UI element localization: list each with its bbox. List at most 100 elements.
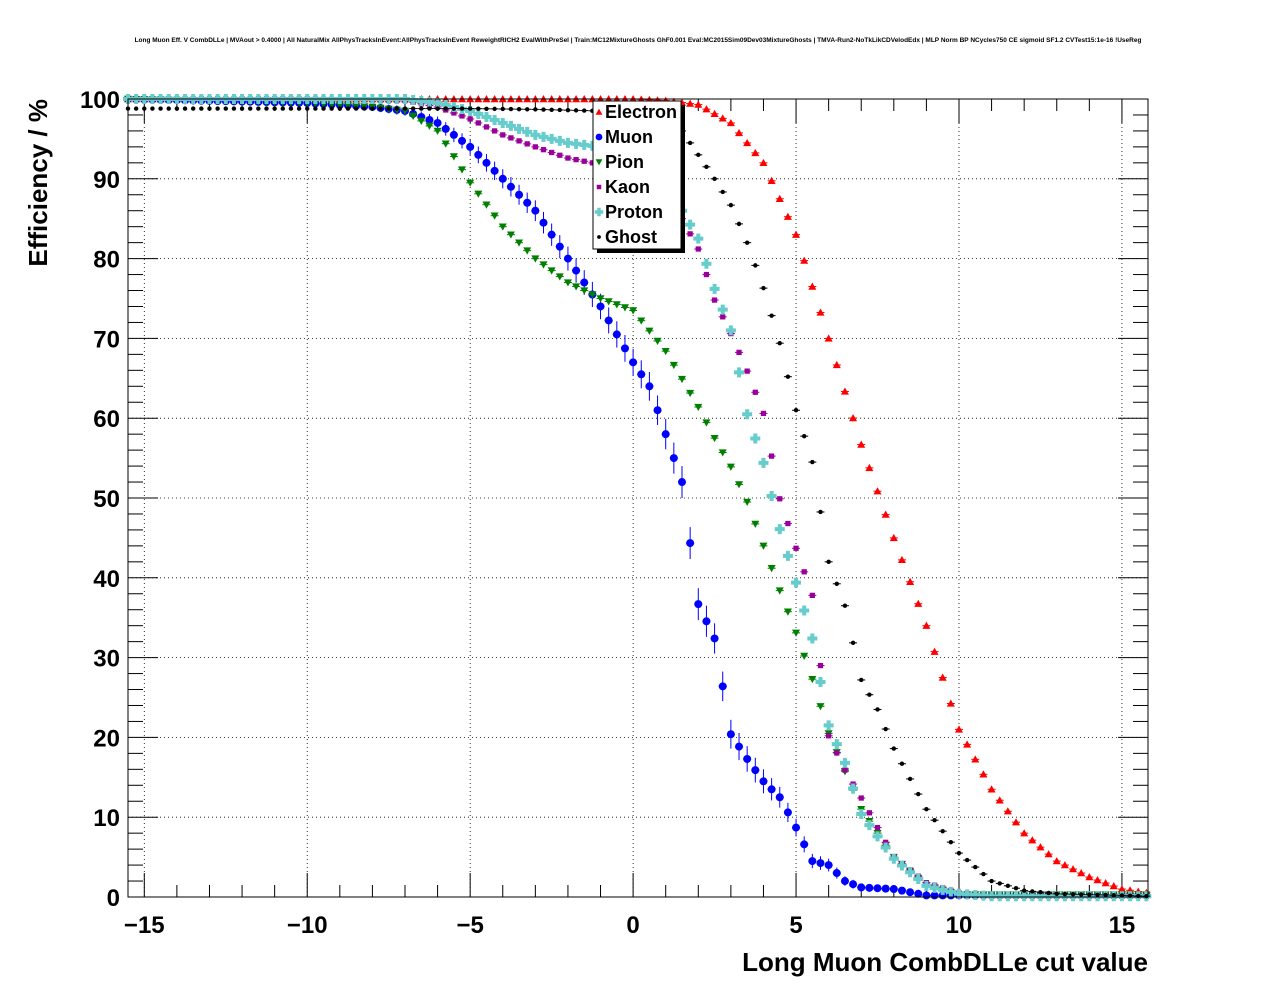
data-point: [489, 114, 500, 125]
data-point: [484, 106, 489, 111]
data-point: [505, 120, 516, 131]
data-point: [752, 389, 758, 395]
data-point: [313, 106, 318, 111]
data-point: [840, 877, 849, 886]
data-point: [735, 128, 744, 137]
data-point: [555, 242, 564, 251]
data-point: [945, 886, 956, 897]
x-tick-label: 15: [1109, 912, 1136, 939]
data-point: [906, 577, 915, 585]
data-point: [207, 106, 212, 111]
data-point: [826, 733, 832, 739]
data-point: [515, 239, 524, 247]
data-point: [922, 891, 931, 900]
data-point: [497, 117, 508, 128]
data-point: [709, 283, 720, 294]
data-point: [474, 190, 483, 198]
data-point: [759, 158, 768, 167]
data-point: [742, 409, 753, 420]
data-point: [425, 115, 434, 124]
data-point: [726, 730, 735, 739]
data-point: [546, 133, 557, 144]
data-point: [525, 107, 530, 112]
data-point: [491, 128, 498, 134]
data-point: [1070, 892, 1076, 897]
data-point: [687, 231, 693, 237]
data-point: [677, 478, 686, 487]
data-point: [581, 158, 587, 164]
data-point: [905, 867, 916, 878]
data-point: [775, 793, 784, 802]
data-point: [435, 106, 440, 111]
data-point: [449, 130, 458, 139]
data-point: [174, 106, 180, 111]
data-point: [842, 767, 848, 773]
x-tick-label: −10: [287, 912, 328, 939]
data-point: [978, 890, 989, 901]
data-point: [394, 106, 400, 111]
data-point: [1003, 807, 1012, 815]
data-point: [995, 796, 1004, 804]
data-point: [1052, 857, 1061, 865]
data-point: [986, 891, 997, 902]
data-point: [498, 174, 507, 183]
data-point: [751, 148, 760, 157]
chart-title: Long Muon Eff. V CombDLLe | MVAout > 0.4…: [135, 37, 1142, 44]
data-point: [734, 367, 745, 378]
data-point: [305, 106, 310, 111]
data-point: [580, 278, 589, 287]
data-point: [562, 137, 573, 148]
data-point: [620, 344, 629, 353]
data-point: [522, 126, 533, 137]
data-point: [859, 677, 864, 683]
data-point: [637, 317, 646, 325]
data-point: [565, 155, 571, 161]
data-point: [875, 707, 880, 712]
data-point: [753, 263, 758, 268]
data-point: [964, 857, 970, 863]
data-point: [677, 375, 686, 384]
y-tick-label: 0: [107, 885, 120, 912]
data-point: [538, 131, 549, 142]
data-point: [182, 106, 188, 111]
data-point: [956, 850, 962, 856]
data-point: [1046, 890, 1051, 896]
data-point: [466, 179, 475, 187]
legend-label-ghost: Ghost: [605, 227, 657, 247]
data-point: [1044, 850, 1053, 858]
data-point: [500, 106, 505, 112]
data-point: [916, 791, 921, 797]
data-point: [816, 308, 825, 316]
data-point: [687, 140, 693, 146]
data-point: [629, 307, 638, 315]
data-point: [588, 291, 597, 299]
data-point: [834, 581, 839, 586]
data-point: [596, 295, 605, 303]
data-point: [231, 106, 237, 111]
data-point: [481, 111, 492, 122]
data-point: [809, 592, 815, 598]
data-point: [661, 430, 670, 439]
data-point: [441, 124, 450, 133]
data-point: [458, 136, 467, 145]
data-point: [793, 545, 799, 551]
data-point: [637, 370, 646, 379]
data-point: [571, 138, 582, 149]
data-point: [963, 740, 972, 748]
data-point: [645, 382, 654, 391]
data-point: [867, 692, 872, 697]
y-tick-label: 90: [93, 167, 120, 194]
data-point: [808, 857, 817, 866]
data-point: [857, 883, 866, 892]
data-point: [1060, 861, 1069, 869]
data-point: [133, 106, 139, 111]
data-point: [490, 166, 499, 175]
data-point: [735, 742, 744, 751]
data-point: [596, 302, 605, 311]
data-point: [353, 106, 359, 111]
data-point: [718, 682, 727, 691]
data-point: [823, 720, 834, 731]
data-point: [409, 112, 418, 120]
data-point: [702, 105, 711, 113]
data-point: [970, 890, 981, 901]
